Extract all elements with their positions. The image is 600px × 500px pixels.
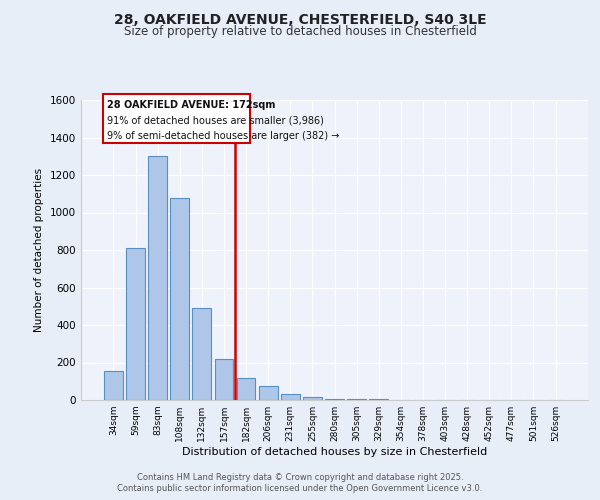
Text: 91% of detached houses are smaller (3,986): 91% of detached houses are smaller (3,98… bbox=[107, 116, 323, 126]
Bar bbox=[148, 156, 167, 400]
Text: Contains HM Land Registry data © Crown copyright and database right 2025.: Contains HM Land Registry data © Crown c… bbox=[137, 472, 463, 482]
Bar bbox=[281, 394, 299, 400]
Text: 9% of semi-detached houses are larger (382) →: 9% of semi-detached houses are larger (3… bbox=[107, 131, 339, 141]
Bar bbox=[193, 308, 211, 400]
Bar bbox=[215, 359, 233, 400]
Bar bbox=[126, 248, 145, 400]
Text: 28 OAKFIELD AVENUE: 172sqm: 28 OAKFIELD AVENUE: 172sqm bbox=[107, 100, 275, 110]
Bar bbox=[259, 386, 278, 400]
Text: Contains public sector information licensed under the Open Government Licence v3: Contains public sector information licen… bbox=[118, 484, 482, 493]
Bar bbox=[236, 378, 256, 400]
Bar bbox=[170, 198, 189, 400]
FancyBboxPatch shape bbox=[103, 94, 250, 143]
X-axis label: Distribution of detached houses by size in Chesterfield: Distribution of detached houses by size … bbox=[182, 447, 487, 457]
Bar bbox=[303, 397, 322, 400]
Text: 28, OAKFIELD AVENUE, CHESTERFIELD, S40 3LE: 28, OAKFIELD AVENUE, CHESTERFIELD, S40 3… bbox=[113, 12, 487, 26]
Bar bbox=[325, 398, 344, 400]
Bar bbox=[347, 399, 366, 400]
Y-axis label: Number of detached properties: Number of detached properties bbox=[34, 168, 44, 332]
Text: Size of property relative to detached houses in Chesterfield: Size of property relative to detached ho… bbox=[124, 25, 476, 38]
Bar bbox=[104, 371, 123, 400]
